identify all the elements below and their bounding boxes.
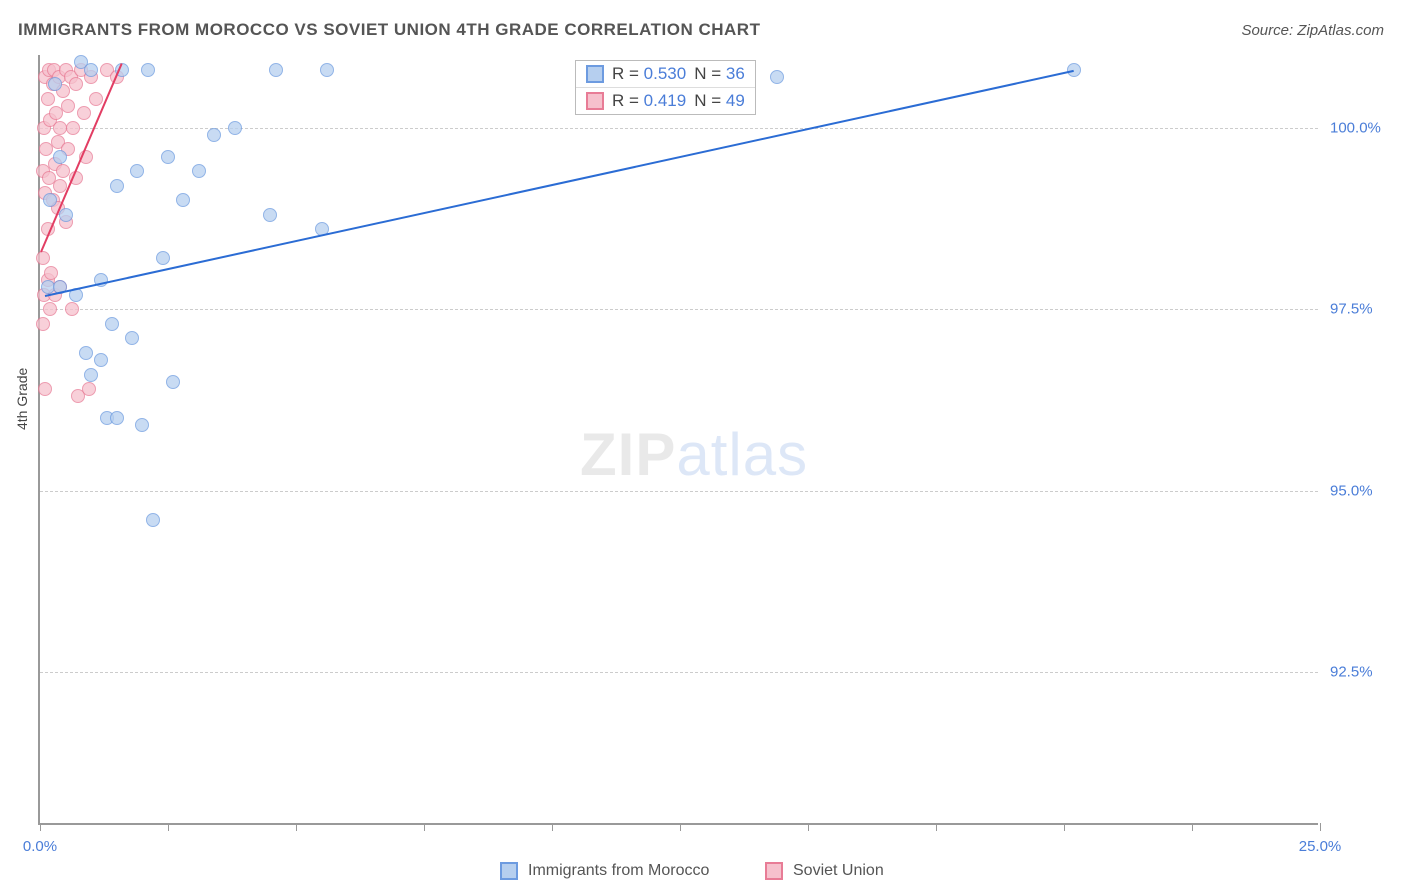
data-point (130, 164, 144, 178)
data-point (110, 179, 124, 193)
gridline (40, 672, 1318, 673)
data-point (161, 150, 175, 164)
data-point (69, 77, 83, 91)
x-tick-mark (552, 823, 553, 831)
x-tick-mark (168, 823, 169, 831)
data-point (1067, 63, 1081, 77)
legend-label: Soviet Union (793, 862, 884, 880)
watermark: ZIPatlas (580, 420, 808, 489)
y-tick-label: 97.5% (1330, 301, 1373, 318)
data-point (156, 251, 170, 265)
chart-title: IMMIGRANTS FROM MOROCCO VS SOVIET UNION … (18, 20, 760, 40)
legend-label: Immigrants from Morocco (528, 862, 709, 880)
data-point (44, 266, 58, 280)
data-point (146, 513, 160, 527)
data-point (82, 382, 96, 396)
data-point (79, 346, 93, 360)
data-point (89, 92, 103, 106)
data-point (263, 208, 277, 222)
legend-item: Soviet Union (765, 862, 884, 880)
data-point (66, 121, 80, 135)
data-point (56, 164, 70, 178)
data-point (125, 331, 139, 345)
data-point (269, 63, 283, 77)
y-axis-label: 4th Grade (14, 368, 30, 430)
x-tick-mark (1320, 823, 1321, 831)
gridline (40, 491, 1318, 492)
x-tick-mark (424, 823, 425, 831)
gridline (40, 309, 1318, 310)
legend-swatch (586, 65, 604, 83)
data-point (84, 63, 98, 77)
x-tick-label: 25.0% (1299, 838, 1342, 855)
data-point (135, 418, 149, 432)
x-tick-mark (680, 823, 681, 831)
data-point (320, 63, 334, 77)
data-point (38, 382, 52, 396)
y-tick-label: 92.5% (1330, 664, 1373, 681)
stats-legend: R = 0.530 N = 36 R = 0.419 N = 49 (575, 60, 756, 115)
watermark-zip: ZIP (580, 421, 676, 488)
y-tick-label: 95.0% (1330, 482, 1373, 499)
data-point (84, 368, 98, 382)
legend-swatch (765, 862, 783, 880)
data-point (166, 375, 180, 389)
trend-line (45, 70, 1075, 297)
x-tick-mark (1064, 823, 1065, 831)
y-tick-label: 100.0% (1330, 119, 1381, 136)
data-point (770, 70, 784, 84)
legend-swatch (500, 862, 518, 880)
watermark-atlas: atlas (676, 421, 808, 488)
data-point (36, 317, 50, 331)
data-point (110, 411, 124, 425)
data-point (43, 302, 57, 316)
data-point (41, 92, 55, 106)
data-point (53, 150, 67, 164)
x-tick-label: 0.0% (23, 838, 57, 855)
r-value: R = 0.530 (612, 64, 686, 84)
data-point (207, 128, 221, 142)
x-tick-mark (296, 823, 297, 831)
stats-row: R = 0.419 N = 49 (576, 88, 755, 114)
n-value: N = 49 (694, 91, 745, 111)
x-tick-mark (40, 823, 41, 831)
data-point (61, 99, 75, 113)
x-tick-mark (1192, 823, 1193, 831)
source-label: Source: ZipAtlas.com (1241, 22, 1384, 39)
data-point (65, 302, 79, 316)
x-tick-mark (936, 823, 937, 831)
legend-swatch (586, 92, 604, 110)
data-point (48, 77, 62, 91)
data-point (192, 164, 206, 178)
data-point (36, 251, 50, 265)
data-point (176, 193, 190, 207)
stats-row: R = 0.530 N = 36 (576, 61, 755, 88)
data-point (77, 106, 91, 120)
scatter-plot: ZIPatlas 92.5%95.0%97.5%100.0%0.0%25.0%R… (38, 55, 1318, 825)
legend-item: Immigrants from Morocco (500, 862, 709, 880)
x-tick-mark (808, 823, 809, 831)
data-point (141, 63, 155, 77)
data-point (59, 208, 73, 222)
data-point (228, 121, 242, 135)
n-value: N = 36 (694, 64, 745, 84)
r-value: R = 0.419 (612, 91, 686, 111)
data-point (105, 317, 119, 331)
data-point (43, 193, 57, 207)
data-point (94, 353, 108, 367)
